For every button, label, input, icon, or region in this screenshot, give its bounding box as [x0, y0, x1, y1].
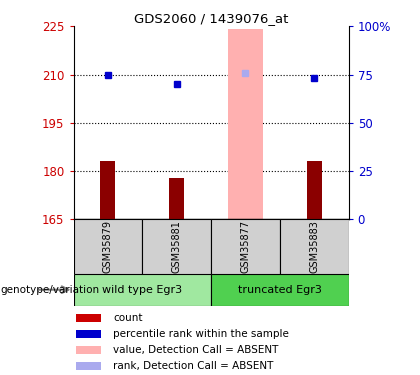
Text: rank, Detection Call = ABSENT: rank, Detection Call = ABSENT — [113, 361, 274, 371]
Bar — [228, 30, 262, 219]
Text: GSM35877: GSM35877 — [240, 220, 250, 273]
Text: GSM35883: GSM35883 — [309, 220, 319, 273]
FancyBboxPatch shape — [280, 219, 349, 274]
Bar — [76, 330, 101, 338]
Bar — [169, 177, 184, 219]
Bar — [74, 274, 211, 306]
Title: GDS2060 / 1439076_at: GDS2060 / 1439076_at — [134, 12, 288, 25]
Text: percentile rank within the sample: percentile rank within the sample — [113, 329, 289, 339]
Bar — [76, 314, 101, 322]
Text: count: count — [113, 313, 143, 323]
FancyBboxPatch shape — [142, 219, 211, 274]
Text: truncated Egr3: truncated Egr3 — [238, 285, 322, 295]
Bar — [307, 161, 322, 219]
FancyBboxPatch shape — [74, 219, 142, 274]
Bar — [76, 362, 101, 370]
Bar — [76, 346, 101, 354]
FancyBboxPatch shape — [211, 219, 280, 274]
Text: GSM35881: GSM35881 — [172, 220, 182, 273]
Text: genotype/variation: genotype/variation — [0, 285, 99, 295]
Text: GSM35879: GSM35879 — [103, 220, 113, 273]
Bar — [211, 274, 349, 306]
Bar — [100, 161, 116, 219]
Text: value, Detection Call = ABSENT: value, Detection Call = ABSENT — [113, 345, 279, 355]
Text: wild type Egr3: wild type Egr3 — [102, 285, 182, 295]
